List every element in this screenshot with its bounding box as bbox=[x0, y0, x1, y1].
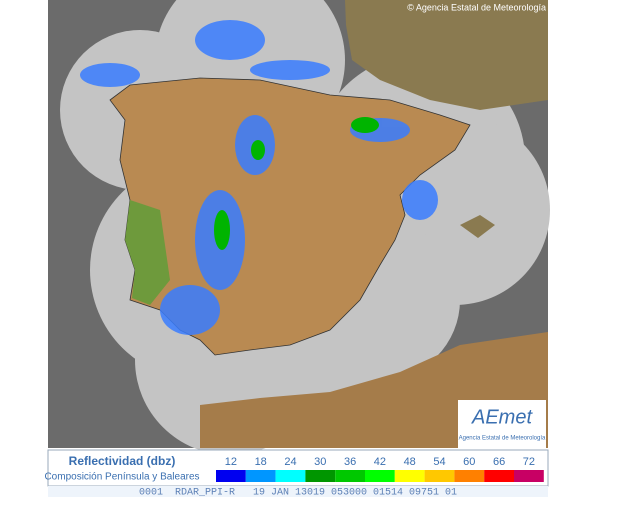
copyright: © Agencia Estatal de Meteorología bbox=[407, 2, 546, 12]
scale-label: 60 bbox=[463, 456, 475, 468]
scale-label: 42 bbox=[374, 456, 386, 468]
logo-box bbox=[458, 400, 546, 448]
scale-swatch bbox=[454, 470, 485, 482]
footer-band bbox=[48, 486, 548, 497]
scale-label: 30 bbox=[314, 456, 326, 468]
iberia bbox=[109, 77, 471, 356]
footer: 0001 RDAR_PPI-R 19 JAN 13019 053000 0151… bbox=[139, 488, 457, 499]
scale-label: 72 bbox=[523, 456, 535, 468]
scale-swatch bbox=[394, 470, 425, 482]
scale-label: 24 bbox=[284, 456, 296, 468]
rain bbox=[80, 20, 438, 335]
scale-swatch bbox=[305, 470, 336, 482]
scale-label: 48 bbox=[404, 456, 416, 468]
scale-swatch bbox=[275, 470, 306, 482]
map: © Agencia Estatal de Meteorología AEmet … bbox=[48, 0, 550, 455]
scale-swatch bbox=[335, 470, 365, 482]
scale-swatch bbox=[424, 470, 455, 482]
logo-subtitle: Agencia Estatal de Meteorología bbox=[459, 436, 546, 442]
logo: AEmet bbox=[471, 406, 533, 428]
scale-swatch bbox=[514, 470, 544, 482]
scale-label: 54 bbox=[433, 456, 445, 468]
scale-swatch bbox=[365, 470, 395, 482]
scale-label: 12 bbox=[225, 456, 237, 468]
lowland bbox=[125, 200, 170, 305]
scale-label: 36 bbox=[344, 456, 356, 468]
france bbox=[345, 0, 548, 110]
scale-swatch bbox=[216, 470, 246, 482]
rain-strong bbox=[214, 117, 379, 250]
legend-title: Reflectividad (dbz) bbox=[69, 454, 176, 468]
legend-subtitle: Composición Península y Baleares bbox=[44, 472, 199, 483]
scale: 12 18 24 30 36 42 48 54 60 66 72 bbox=[216, 456, 544, 482]
scale-label: 18 bbox=[255, 456, 267, 468]
baleares bbox=[460, 215, 495, 238]
scale-swatch bbox=[484, 470, 514, 482]
scale-label: 66 bbox=[493, 456, 505, 468]
scale-swatch bbox=[245, 470, 276, 482]
